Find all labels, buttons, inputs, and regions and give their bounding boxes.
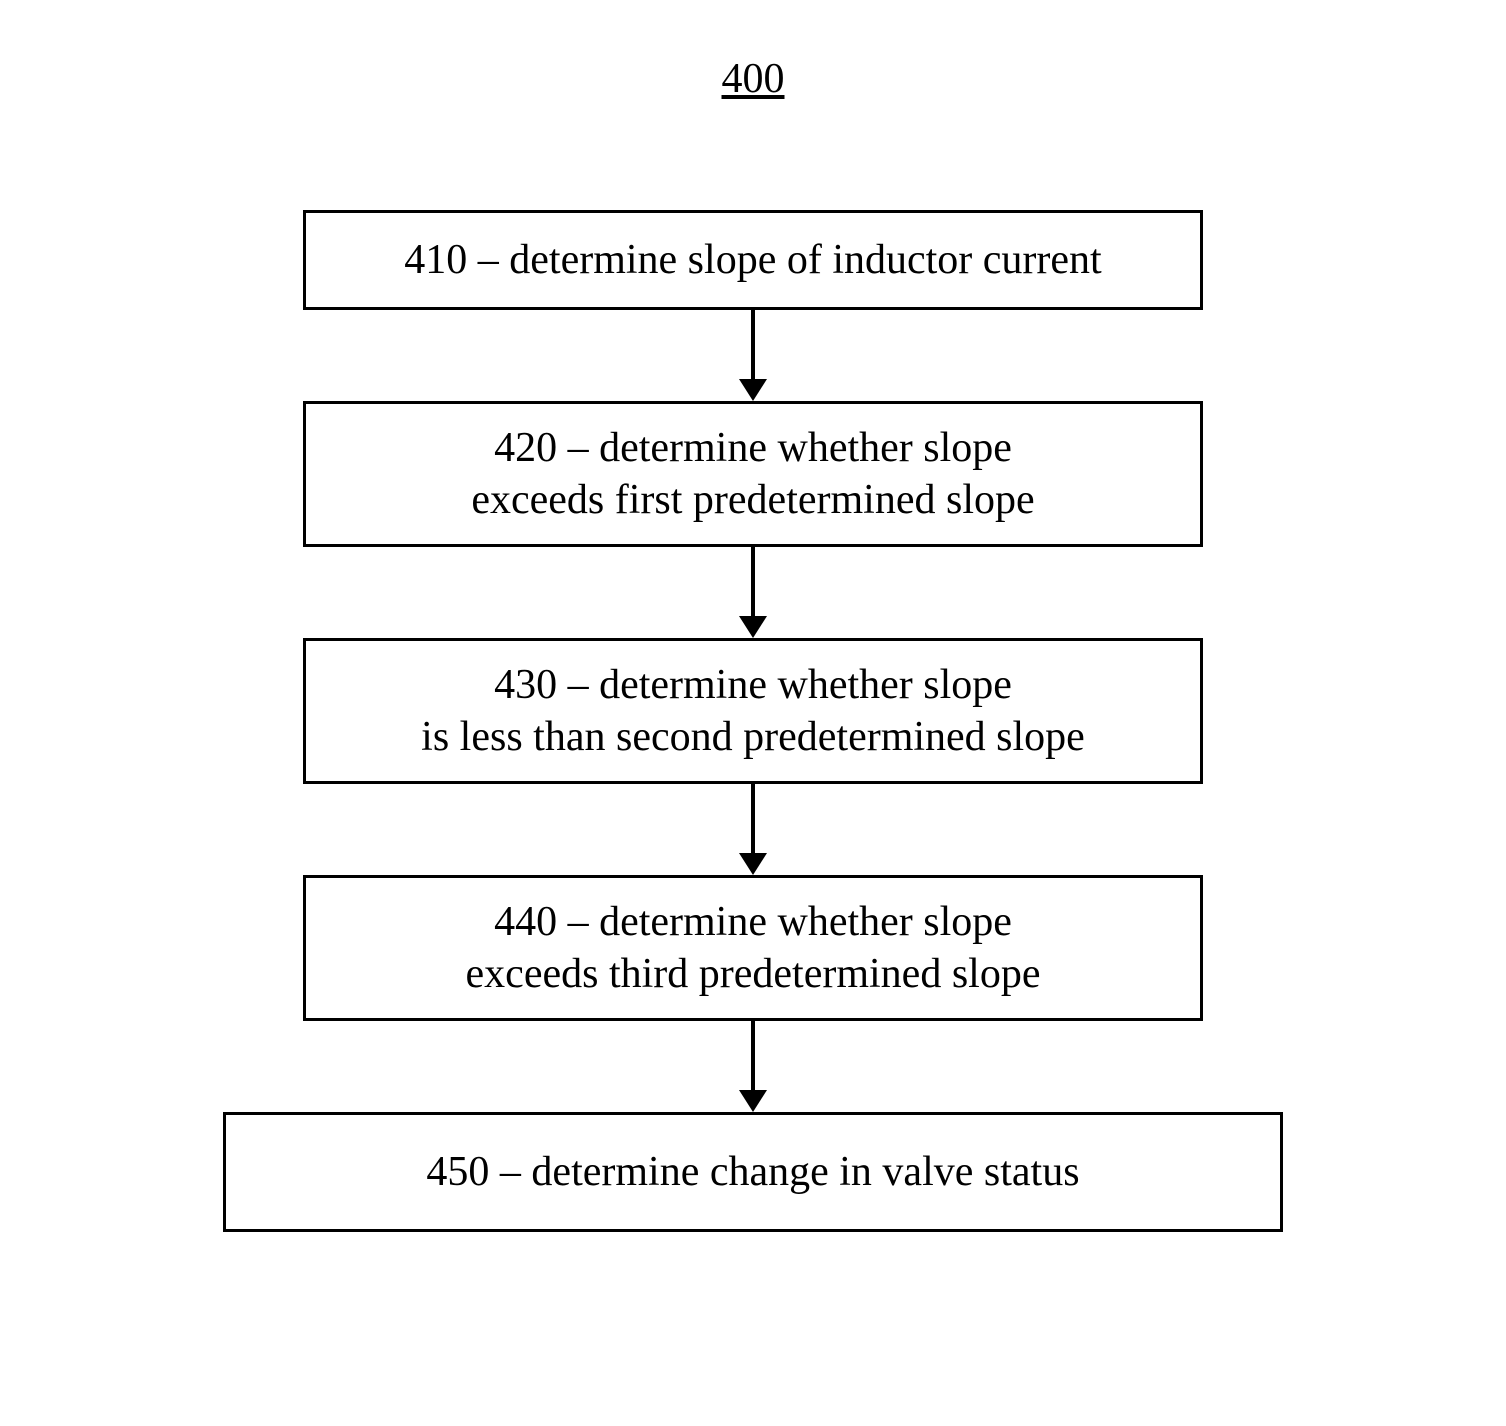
flowchart-node-410: 410 – determine slope of inductor curren…: [303, 210, 1203, 310]
node-text: 450 – determine change in valve status: [426, 1146, 1079, 1199]
arrow-head-icon: [739, 379, 767, 401]
flowchart-title: 400: [722, 55, 785, 103]
arrow-head-icon: [739, 853, 767, 875]
arrow-shaft: [751, 1021, 755, 1091]
flow-arrow: [739, 784, 767, 875]
arrow-head-icon: [739, 1090, 767, 1112]
flow-arrow: [739, 547, 767, 638]
node-text: exceeds third predetermined slope: [466, 948, 1041, 1001]
arrow-shaft: [751, 310, 755, 380]
node-text: is less than second predetermined slope: [421, 711, 1085, 764]
flow-arrow: [739, 310, 767, 401]
node-text: 430 – determine whether slope: [494, 659, 1012, 712]
flowchart-node-420: 420 – determine whether slope exceeds fi…: [303, 401, 1203, 547]
flow-arrow: [739, 1021, 767, 1112]
flowchart-container: 410 – determine slope of inductor curren…: [223, 210, 1283, 1232]
node-text: 410 – determine slope of inductor curren…: [404, 234, 1101, 287]
node-text: exceeds first predetermined slope: [471, 474, 1034, 527]
flowchart-node-450: 450 – determine change in valve status: [223, 1112, 1283, 1232]
flowchart-node-440: 440 – determine whether slope exceeds th…: [303, 875, 1203, 1021]
flowchart-node-430: 430 – determine whether slope is less th…: [303, 638, 1203, 784]
node-text: 440 – determine whether slope: [494, 896, 1012, 949]
arrow-shaft: [751, 547, 755, 617]
arrow-shaft: [751, 784, 755, 854]
node-text: 420 – determine whether slope: [494, 422, 1012, 475]
arrow-head-icon: [739, 616, 767, 638]
